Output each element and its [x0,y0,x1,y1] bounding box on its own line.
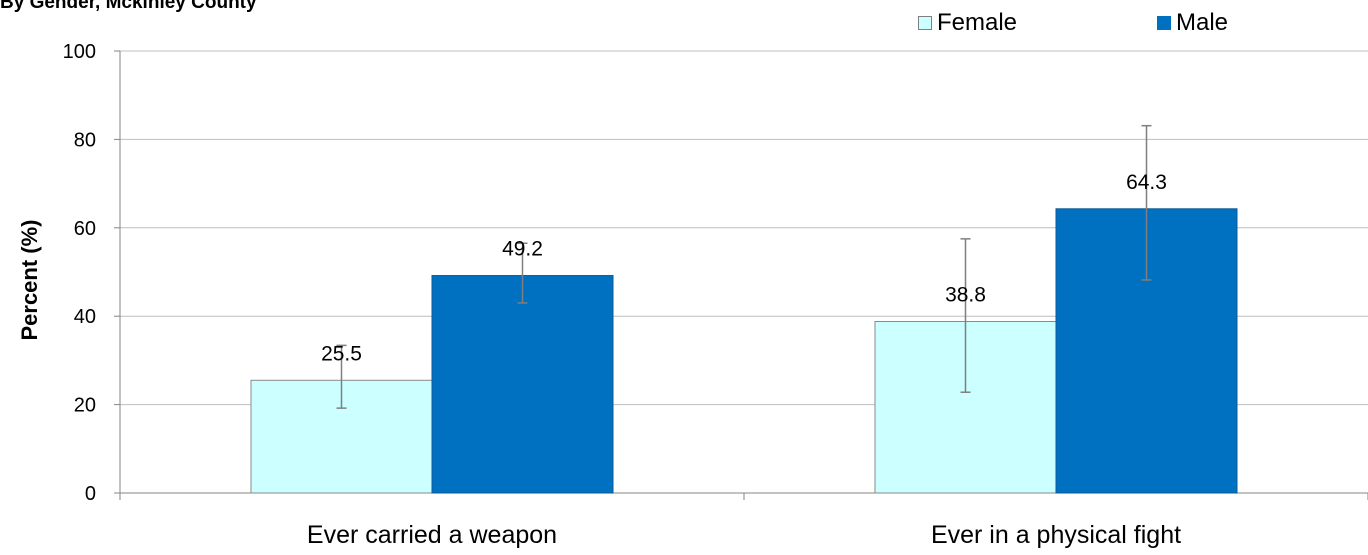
chart-title: By Gender, Mckinley County [0,0,257,13]
y-tick-label-60: 60 [74,218,96,240]
legend-label-female: Female [937,9,1018,36]
legend-item-female: Female [918,8,1017,38]
legend-label-male: Male [1176,9,1229,36]
data-label-female-0: 25.5 [321,342,362,365]
x-tick-label-0: Ever carried a weapon [307,521,557,549]
x-tick-label-1: Ever in a physical fight [931,521,1181,549]
legend-item-male: Male [1157,8,1228,38]
legend-swatch-male [1157,16,1171,30]
y-tick-label-20: 20 [74,395,96,417]
y-tick-label-80: 80 [74,129,96,151]
legend-swatch-female [918,16,932,30]
data-label-male-0: 49.2 [502,238,543,261]
bar-male-0 [431,275,614,494]
y-tick-label-0: 0 [85,483,96,505]
y-tick-label-40: 40 [74,306,96,328]
data-label-male-1: 64.3 [1126,171,1167,194]
y-tick-label-100: 100 [63,41,96,63]
data-label-female-1: 38.8 [945,284,986,307]
